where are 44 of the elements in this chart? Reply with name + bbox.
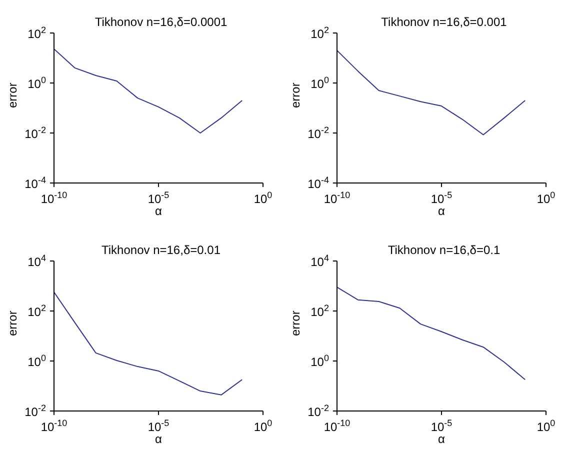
y-axis-title: error — [5, 310, 20, 336]
chart-title: Tikhonov n=16,δ=0.0001 — [94, 15, 228, 29]
y-tick-label: 10$^{0}$ — [310, 75, 329, 91]
x-tick-label: 10$^{-10}$ — [324, 190, 350, 206]
y-tick-label: 10$^{-2}$ — [308, 125, 329, 141]
y-tick-label: 10$^{-4}$ — [24, 175, 46, 191]
y-tick-label: 10$^{2}$ — [28, 303, 46, 319]
y-tick-label: 10$^{2}$ — [310, 25, 329, 41]
chart-title: Tikhonov n=16,δ=0.01 — [100, 243, 222, 257]
x-tick-label: 10$^{-5}$ — [430, 418, 452, 434]
y-tick-label: 10$^{-4}$ — [308, 175, 329, 191]
y-tick-label: 10$^{0}$ — [28, 75, 46, 91]
line-series — [337, 286, 526, 380]
chart-title: Tikhonov n=16,δ=0.1 — [386, 243, 502, 257]
x-tick-label: 10$^{0}$ — [254, 190, 272, 206]
y-tick-label: 10$^{0}$ — [28, 353, 46, 369]
x-tick-label: 10$^{-5}$ — [430, 190, 452, 206]
y-tick-label: 10$^{2}$ — [310, 303, 329, 319]
x-axis-title: α — [155, 204, 162, 218]
x-tick-label: 10$^{-5}$ — [148, 418, 170, 434]
y-axis-title: error — [288, 82, 302, 108]
y-tick-label: 10$^{-2}$ — [24, 125, 46, 141]
line-series — [337, 50, 526, 136]
y-tick-label: 10$^{4}$ — [310, 253, 329, 269]
x-tick-label: 10$^{-10}$ — [324, 418, 350, 434]
y-tick-label: 10$^{-2}$ — [24, 403, 46, 419]
y-tick-label: 10$^{4}$ — [28, 253, 46, 269]
chart-title: Tikhonov n=16,δ=0.001 — [380, 15, 508, 29]
y-axis-title: error — [288, 310, 302, 336]
line-series — [54, 48, 243, 134]
x-axis-title: α — [438, 432, 446, 446]
y-tick-label: 10$^{0}$ — [310, 353, 329, 369]
line-series — [54, 292, 243, 396]
x-axis-title: α — [155, 432, 162, 446]
x-axis-title: α — [438, 204, 446, 218]
x-tick-label: 10$^{0}$ — [536, 190, 556, 206]
x-tick-label: 10$^{-5}$ — [148, 190, 170, 206]
x-tick-label: 10$^{-10}$ — [40, 418, 68, 434]
x-tick-label: 10$^{-10}$ — [40, 190, 68, 206]
x-tick-label: 10$^{0}$ — [536, 418, 556, 434]
x-tick-label: 10$^{0}$ — [254, 418, 272, 434]
y-tick-label: 10$^{2}$ — [28, 25, 46, 41]
y-axis-title: error — [5, 82, 20, 108]
y-tick-label: 10$^{-2}$ — [308, 403, 329, 419]
